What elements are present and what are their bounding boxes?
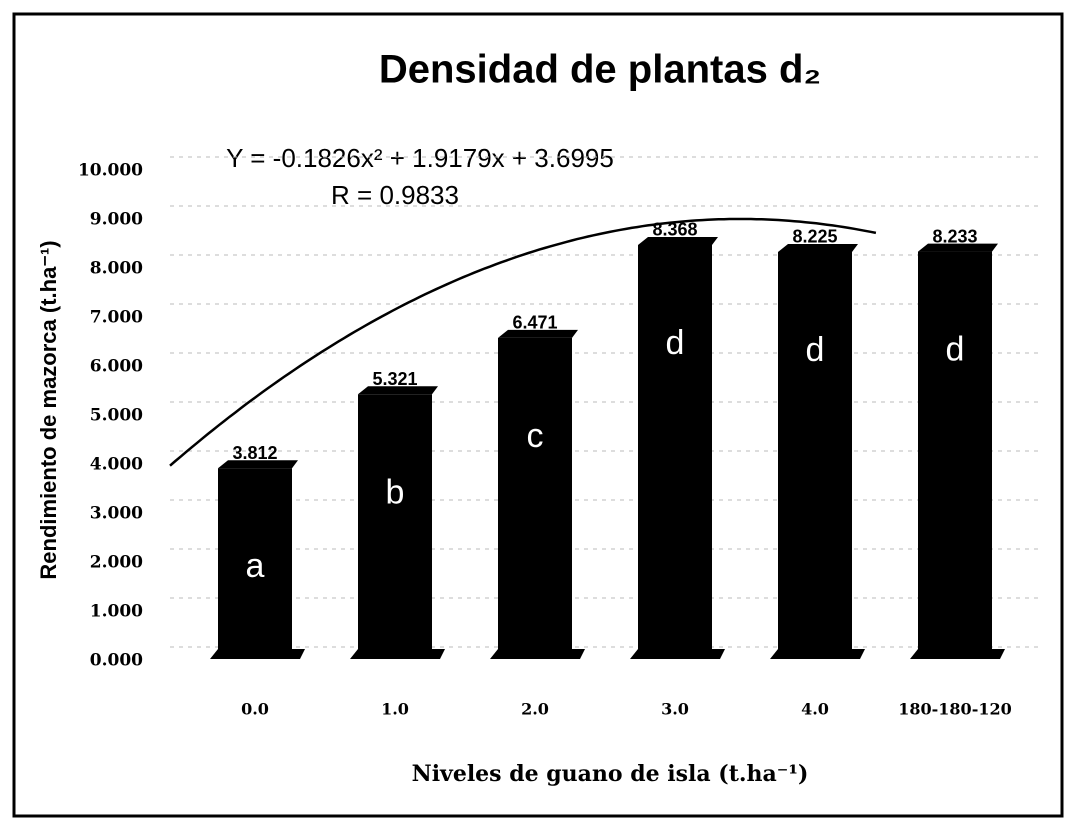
bar-top xyxy=(218,460,298,469)
bar-foot xyxy=(630,649,725,659)
y-tick-label: 8.000 xyxy=(90,259,143,279)
bar-letter: d xyxy=(806,331,825,369)
y-tick-label: 6.000 xyxy=(90,357,143,377)
x-tick-label: 2.0 xyxy=(521,700,549,719)
x-tick-label: 1.0 xyxy=(381,700,409,719)
bar xyxy=(638,244,712,655)
trendline-equation: Y = -0.1826x² + 1.9179x + 3.6995 xyxy=(226,143,614,173)
y-tick-label: 5.000 xyxy=(90,406,143,426)
bar-top xyxy=(918,243,998,252)
bar xyxy=(918,251,992,655)
value-label: 3.812 xyxy=(232,443,277,463)
value-label: 6.471 xyxy=(512,313,557,333)
bar-foot xyxy=(770,649,865,659)
value-label: 8.368 xyxy=(652,220,697,240)
y-axis-label: Rendimiento de mazorca (t.ha⁻¹) xyxy=(36,240,61,579)
x-tick-label: 3.0 xyxy=(661,700,689,719)
value-label: 8.225 xyxy=(792,227,837,247)
bar-top xyxy=(638,236,718,245)
x-tick-label: 180-180-120 xyxy=(898,700,1011,719)
value-label: 8.233 xyxy=(932,226,977,246)
bar xyxy=(358,394,432,655)
chart-title: Densidad de plantas d₂ xyxy=(379,48,821,92)
bar-letter: d xyxy=(666,324,685,362)
y-tick-label: 9.000 xyxy=(90,210,143,230)
bar xyxy=(498,337,572,655)
y-tick-label: 1.000 xyxy=(90,602,143,622)
bar-letter: d xyxy=(946,331,965,369)
bar-top xyxy=(778,243,858,252)
bar-foot xyxy=(490,649,585,659)
bar-top xyxy=(358,386,438,395)
y-tick-label: 0.000 xyxy=(90,651,143,671)
y-tick-label: 10.000 xyxy=(78,161,143,181)
x-tick-label: 4.0 xyxy=(801,700,829,719)
bar-top xyxy=(498,329,578,338)
bar-foot xyxy=(910,649,1005,659)
bar-foot xyxy=(350,649,445,659)
bar-letter: a xyxy=(246,547,265,585)
y-tick-label: 2.000 xyxy=(90,553,143,573)
trendline xyxy=(169,217,877,467)
bar-foot xyxy=(210,649,305,659)
y-tick-label: 7.000 xyxy=(90,308,143,328)
x-axis-label: Niveles de guano de isla (t.ha⁻¹) xyxy=(412,761,809,787)
trendline-r: R = 0.9833 xyxy=(331,180,459,210)
bar-letter: b xyxy=(386,473,405,511)
x-tick-label: 0.0 xyxy=(241,700,269,719)
bar-letter: c xyxy=(527,417,544,455)
bar xyxy=(218,468,292,655)
value-label: 5.321 xyxy=(372,369,417,389)
bar xyxy=(778,251,852,655)
y-tick-label: 4.000 xyxy=(90,455,143,475)
y-tick-label: 3.000 xyxy=(90,504,143,524)
